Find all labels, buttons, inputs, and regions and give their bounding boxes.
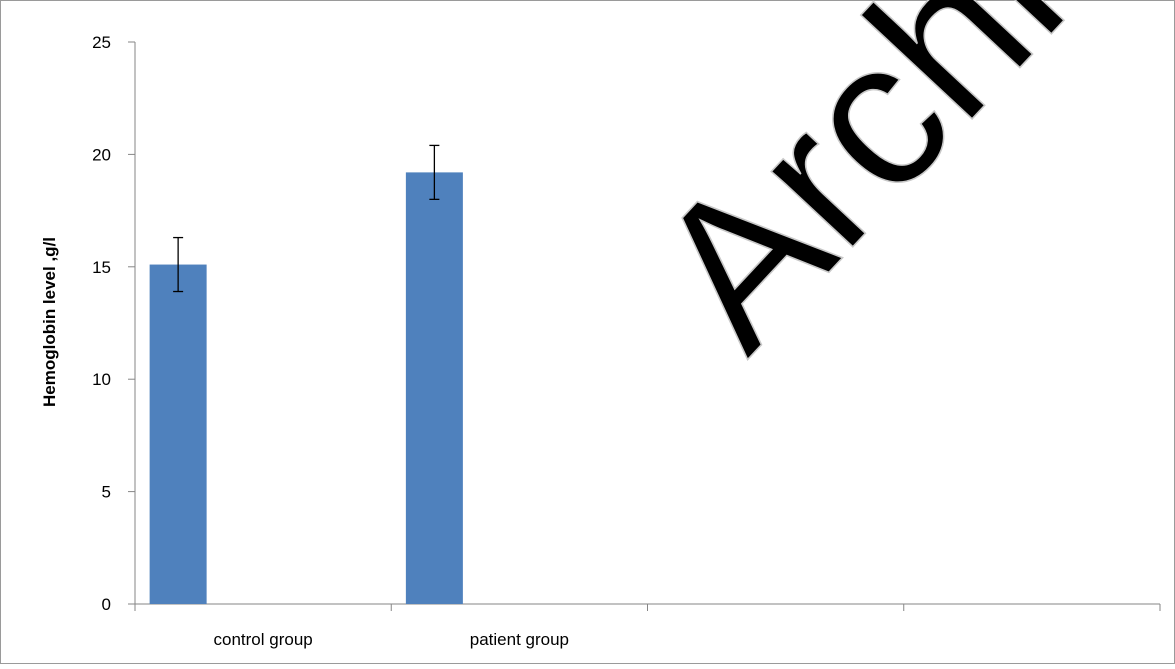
x-axis: control group patient group: [134, 603, 1161, 649]
y-tick-label: 0: [102, 595, 111, 614]
error-bars: [173, 144, 440, 293]
bars: [149, 172, 463, 604]
y-tick-label: 25: [92, 33, 111, 52]
y-tick-label: 5: [102, 483, 111, 502]
x-tick-label: patient group: [470, 630, 569, 649]
x-tick-label: control group: [214, 630, 313, 649]
bar: [405, 172, 463, 604]
y-axis: 0 5 10 15 20 25: [92, 33, 136, 614]
y-tick-label: 10: [92, 370, 111, 389]
y-tick-label: 20: [92, 145, 111, 164]
y-tick-label: 15: [92, 258, 111, 277]
y-axis-title: Hemoglobin level ,g/l: [40, 237, 59, 407]
bar: [149, 264, 207, 604]
